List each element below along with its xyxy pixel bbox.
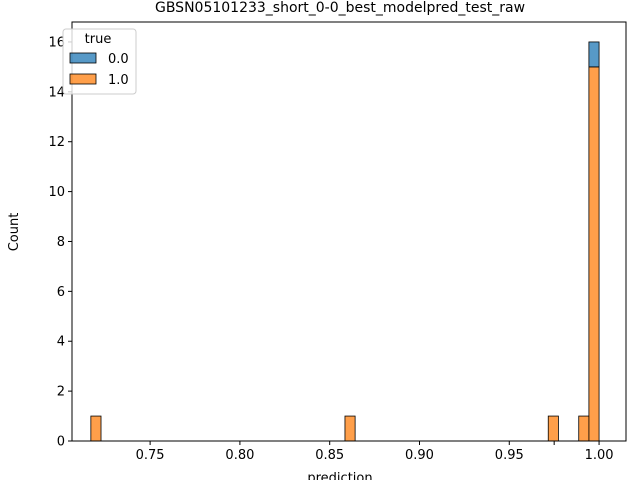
y-axis-ticks: 0 2 4 6 8 10 12 14 16 (48, 35, 72, 450)
legend-items: 0.01.0 (69, 52, 129, 88)
chart-title: GBSN05101233_short_0-0_best_modelpred_te… (155, 0, 525, 16)
x-tick-label: 0.90 (405, 448, 434, 463)
x-tick-label: 0.95 (495, 448, 524, 463)
y-tick-label: 12 (48, 135, 65, 150)
x-tick-label: 1.00 (585, 448, 614, 463)
x-tick-label: 0.85 (315, 448, 344, 463)
y-tick-label: 8 (57, 235, 65, 250)
legend-swatch-0-0 (69, 52, 97, 64)
axes-frame (71, 21, 627, 442)
y-tick-label: 10 (48, 185, 65, 200)
x-tick-label: 0.80 (225, 448, 254, 463)
y-tick-label: 16 (48, 35, 65, 50)
y-axis-label: Count (7, 213, 22, 252)
bar-1-0-2 (547, 415, 559, 442)
y-tick-label: 6 (57, 285, 65, 300)
y-tick-label: 0 (57, 435, 65, 450)
legend-label-1-0: 1.0 (108, 73, 129, 88)
x-tick-label: 0.75 (136, 448, 165, 463)
y-tick-label: 2 (57, 385, 65, 400)
x-axis-ticks: 0.75 0.80 0.85 0.90 0.95 1.00 (136, 441, 614, 463)
bar-1-0-0 (90, 415, 102, 442)
y-tick-label: 4 (57, 335, 65, 350)
bars-group (90, 41, 600, 442)
legend-swatch-1-0 (69, 73, 97, 85)
bar-1-0-3 (578, 415, 590, 442)
y-tick-label: 14 (48, 85, 65, 100)
legend: true 0.01.0 (62, 28, 137, 95)
bar-1-0-4 (588, 66, 600, 442)
bar-0-0-0 (588, 41, 600, 68)
legend-label-0-0: 0.0 (108, 52, 129, 67)
legend-title: true (85, 32, 112, 47)
bar-1-0-1 (344, 415, 356, 442)
x-axis-label: prediction (307, 471, 372, 480)
